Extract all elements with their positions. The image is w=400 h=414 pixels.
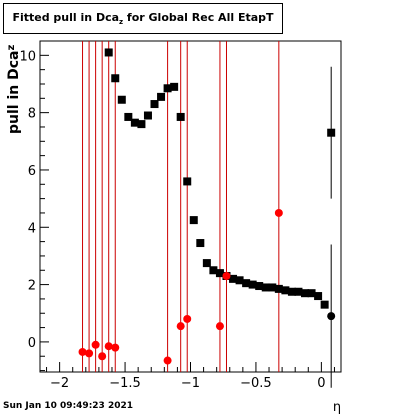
data-point-square (130, 118, 139, 127)
data-point-square (307, 289, 316, 298)
data-point-square (294, 287, 303, 296)
data-point-square (196, 239, 205, 248)
data-point-square (301, 289, 310, 298)
data-point-square (157, 92, 166, 101)
data-point-circle (78, 347, 87, 356)
data-point-square (111, 74, 120, 83)
data-point-square (327, 128, 336, 137)
data-point-square (320, 300, 329, 309)
x-tick-label: 0 (317, 376, 325, 391)
data-point-square (242, 279, 251, 288)
data-point-square (150, 100, 159, 109)
y-tick-label: 4 (28, 221, 36, 236)
data-point-square (117, 95, 126, 104)
x-tick-label: −1.5 (109, 376, 141, 391)
data-point-square (261, 283, 270, 292)
data-point-square (104, 48, 113, 57)
chart-title-box: Fitted pull in Dcaz for Global Rec All E… (3, 3, 283, 34)
y-tick-label: 2 (28, 279, 36, 294)
data-point-square (229, 274, 238, 283)
x-tick-label: −0.5 (240, 376, 272, 391)
data-point-circle (91, 340, 100, 349)
data-point-square (314, 292, 323, 301)
data-point-square (255, 282, 264, 291)
data-point-square (248, 280, 257, 289)
plot-frame (39, 40, 342, 373)
data-point-circle (163, 356, 172, 365)
y-tick-label: 6 (28, 164, 36, 179)
data-point-circle (85, 349, 94, 358)
chart-title: Fitted pull in Dcaz for Global Rec All E… (12, 10, 274, 27)
timestamp: Sun Jan 10 09:49:23 2021 (3, 401, 134, 411)
data-point-square (170, 82, 179, 91)
data-point-square (202, 259, 211, 268)
data-point-circle (104, 342, 113, 351)
data-point-square (235, 276, 244, 285)
x-axis-label: η (333, 400, 341, 414)
y-tick-label: 0 (28, 336, 36, 351)
data-point-circle (183, 314, 192, 323)
data-point-square (124, 112, 133, 121)
y-tick-label: 8 (28, 107, 36, 122)
data-point-circle (222, 271, 231, 280)
data-point-circle (98, 352, 107, 361)
data-point-square (143, 111, 152, 120)
data-point-square (287, 287, 296, 296)
y-axis-label: pull in Dcaz (6, 45, 22, 134)
data-point-square (209, 266, 218, 275)
data-point-circle (176, 322, 185, 331)
data-point-square (215, 269, 224, 278)
data-point-square (281, 286, 290, 295)
data-point-square (163, 84, 172, 93)
data-point-square (189, 216, 198, 225)
data-point-circle (274, 208, 283, 217)
data-point-square (274, 284, 283, 293)
data-point-circle (327, 312, 336, 321)
data-point-square (268, 283, 277, 292)
data-point-square (176, 112, 185, 121)
x-tick-label: −2 (50, 376, 69, 391)
x-tick-label: −1 (181, 376, 200, 391)
data-point-circle (215, 322, 224, 331)
data-point-circle (111, 343, 120, 352)
data-point-square (137, 120, 146, 129)
y-tick-label: 10 (19, 49, 36, 64)
data-point-square (183, 177, 192, 186)
